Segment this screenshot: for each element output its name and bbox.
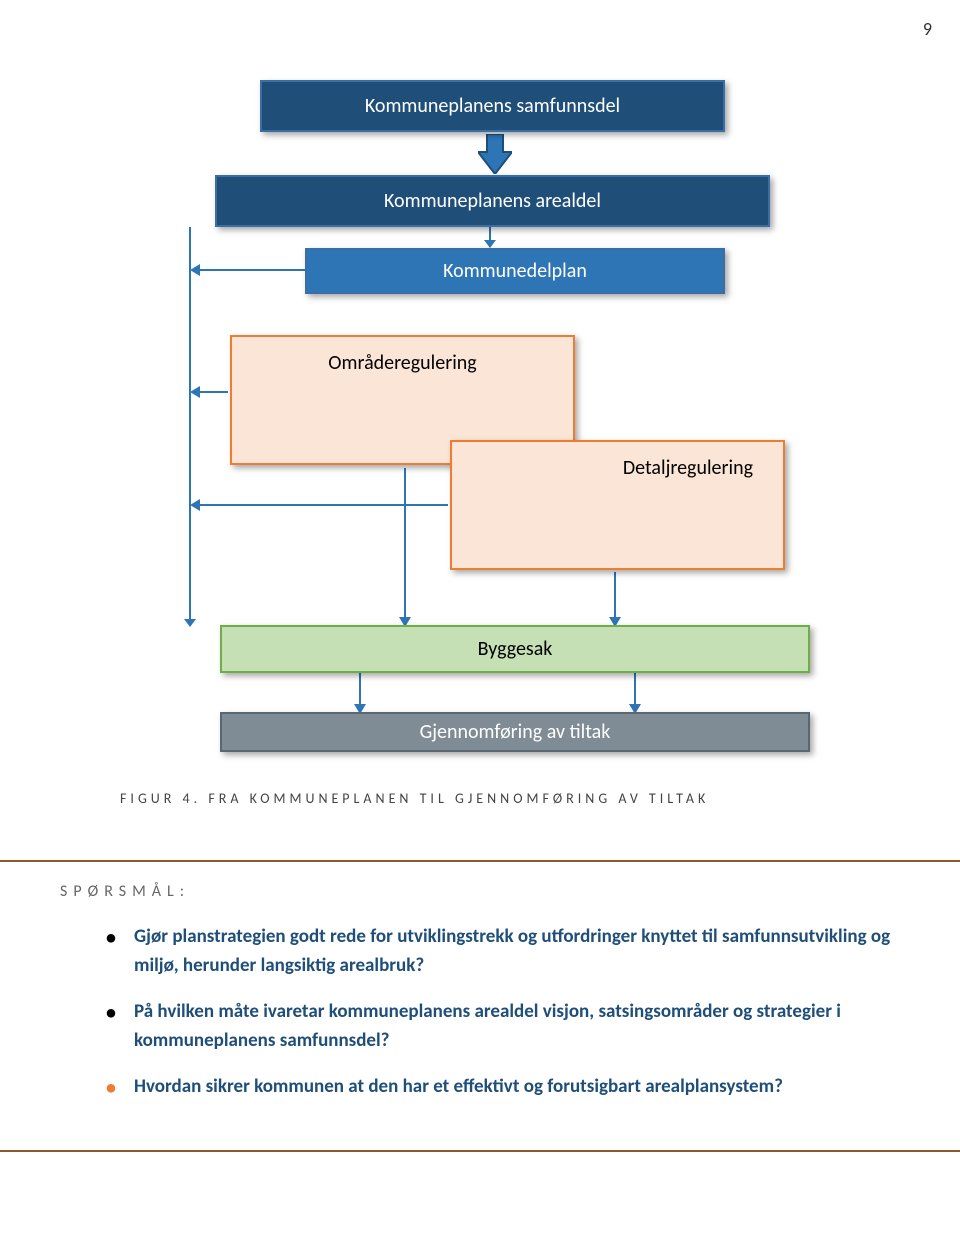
question-item: Gjør planstrategien godt rede for utvikl…: [134, 923, 900, 980]
page: 9: [0, 0, 960, 1236]
box-label: Kommunedelplan: [443, 259, 587, 283]
box-label: Områderegulering: [328, 351, 476, 375]
box-label: Kommuneplanens arealdel: [384, 189, 601, 213]
box-samfunnsdel: Kommuneplanens samfunnsdel: [260, 80, 725, 132]
box-byggesak: Byggesak: [220, 625, 810, 673]
box-label: Kommuneplanens samfunnsdel: [365, 94, 620, 118]
box-detaljregulering: Detaljregulering: [450, 440, 785, 570]
question-section: SPØRSMÅL: Gjør planstrategien godt rede …: [0, 860, 960, 1152]
question-list: Gjør planstrategien godt rede for utvikl…: [60, 923, 900, 1102]
box-gjennomforing: Gjennomføring av tiltak: [220, 712, 810, 752]
box-label: Byggesak: [478, 637, 553, 661]
figure-caption: FIGUR 4. FRA KOMMUNEPLANEN TIL GJENNOMFØ…: [120, 790, 709, 807]
block-arrow-icon: [478, 134, 512, 174]
question-heading: SPØRSMÅL:: [60, 882, 900, 901]
box-arealdel: Kommuneplanens arealdel: [215, 175, 770, 227]
box-label: Detaljregulering: [623, 456, 753, 480]
box-kommunedelplan: Kommunedelplan: [305, 248, 725, 294]
question-item: På hvilken måte ivaretar kommuneplanens …: [134, 998, 900, 1055]
plan-hierarchy-diagram: Kommuneplanens samfunnsdel Kommuneplanen…: [160, 80, 820, 760]
question-item: Hvordan sikrer kommunen at den har et ef…: [134, 1073, 900, 1102]
page-number: 9: [923, 18, 932, 40]
box-label: Gjennomføring av tiltak: [420, 720, 611, 744]
